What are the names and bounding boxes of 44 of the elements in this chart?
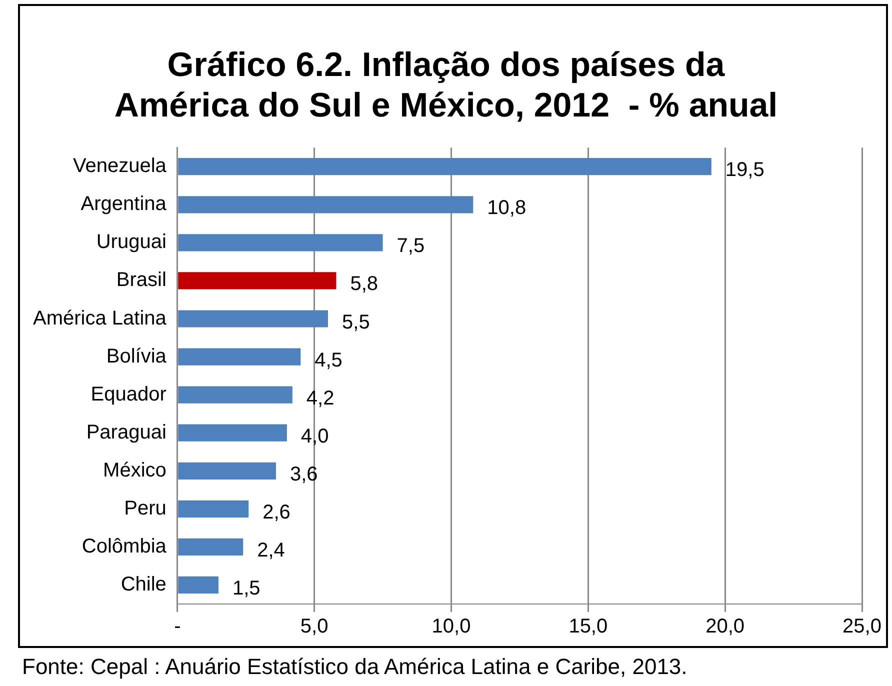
y-tick-label: Brasil [116, 269, 166, 292]
data-label: 4,0 [300, 425, 329, 448]
data-label: 5,8 [350, 273, 378, 296]
data-label: 10,8 [487, 197, 526, 220]
bar [178, 576, 218, 594]
bar [178, 386, 292, 404]
y-tick-label: Uruguai [96, 231, 166, 254]
y-tick-label: Bolívia [106, 345, 168, 368]
bar [178, 310, 328, 328]
bar [178, 538, 244, 556]
x-tick-label: 15,0 [568, 616, 608, 638]
y-tick-label: Colômbia [82, 535, 168, 558]
y-tick-label: México [103, 459, 166, 482]
data-label: 2,4 [257, 539, 285, 562]
x-tick-label: - [174, 616, 181, 638]
data-label: 5,5 [342, 311, 370, 334]
x-tick-label: 25,0 [842, 616, 882, 638]
bar [178, 234, 383, 252]
data-label: 19,5 [725, 159, 764, 182]
x-tick-label: 20,0 [706, 616, 745, 638]
y-tick-label: Equador [90, 383, 167, 406]
y-tick-label: Venezuela [72, 155, 168, 178]
bar [178, 424, 287, 442]
bar [178, 158, 712, 176]
bar [178, 462, 276, 480]
data-label: 4,5 [314, 349, 342, 372]
x-tick-label: 5,0 [300, 616, 328, 638]
data-label: 7,5 [396, 235, 425, 258]
bar [178, 500, 249, 518]
y-tick-label: América Latina [32, 307, 168, 330]
bar [178, 272, 336, 290]
y-tick-label: Peru [124, 497, 166, 520]
data-label: 3,6 [290, 463, 318, 486]
data-label: 2,6 [262, 501, 290, 524]
data-label: 4,2 [306, 387, 334, 410]
y-tick-label: Paraguai [86, 421, 166, 444]
y-tick-label: Chile [120, 574, 166, 596]
chart-title: Gráfico 6.2. Inflação dos países da América do Sul e México, 2012 - % anual [114, 46, 778, 125]
x-tick-label: 10,0 [432, 616, 471, 638]
y-tick-label: Argentina [80, 193, 168, 216]
source-note: Fonte: Cepal : Anuário Estatístico da América Latina e Caribe, 2013. [22, 654, 688, 680]
bar [178, 348, 301, 366]
data-label: 1,5 [232, 578, 260, 600]
bar [178, 196, 474, 214]
